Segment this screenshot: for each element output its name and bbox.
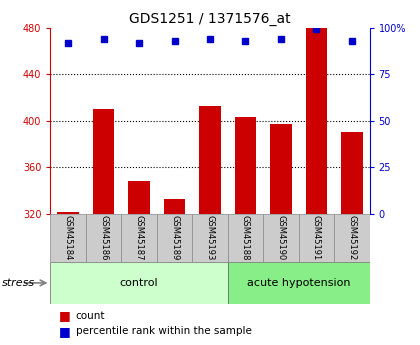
Bar [228, 214, 263, 262]
Text: control: control [120, 278, 158, 288]
Bar [235, 117, 256, 214]
Text: GSM45193: GSM45193 [205, 215, 215, 261]
Text: GSM45189: GSM45189 [170, 215, 179, 261]
Bar [341, 132, 362, 214]
Text: GSM45184: GSM45184 [64, 215, 73, 261]
Text: acute hypotension: acute hypotension [247, 278, 350, 288]
Text: stress: stress [2, 278, 35, 288]
Text: GSM45187: GSM45187 [134, 215, 144, 261]
Bar [164, 199, 185, 214]
Bar [93, 109, 114, 214]
Bar [299, 214, 334, 262]
Bar [228, 262, 370, 304]
Bar [58, 211, 79, 214]
Text: count: count [76, 311, 105, 321]
Bar [306, 28, 327, 214]
Text: GSM45188: GSM45188 [241, 215, 250, 261]
Text: GSM45190: GSM45190 [276, 215, 286, 261]
Text: GSM45192: GSM45192 [347, 215, 356, 261]
Bar [50, 214, 86, 262]
Text: percentile rank within the sample: percentile rank within the sample [76, 326, 252, 336]
Bar [121, 214, 157, 262]
Bar [270, 124, 291, 214]
Bar [334, 214, 370, 262]
Bar [129, 181, 150, 214]
Bar [157, 214, 192, 262]
Text: GSM45186: GSM45186 [99, 215, 108, 261]
Text: ■: ■ [59, 309, 71, 322]
Bar [192, 214, 228, 262]
Bar [86, 214, 121, 262]
Text: ■: ■ [59, 325, 71, 338]
Text: GDS1251 / 1371576_at: GDS1251 / 1371576_at [129, 12, 291, 26]
Text: GSM45191: GSM45191 [312, 215, 321, 261]
Bar [50, 262, 228, 304]
Bar [263, 214, 299, 262]
Bar [200, 106, 221, 214]
